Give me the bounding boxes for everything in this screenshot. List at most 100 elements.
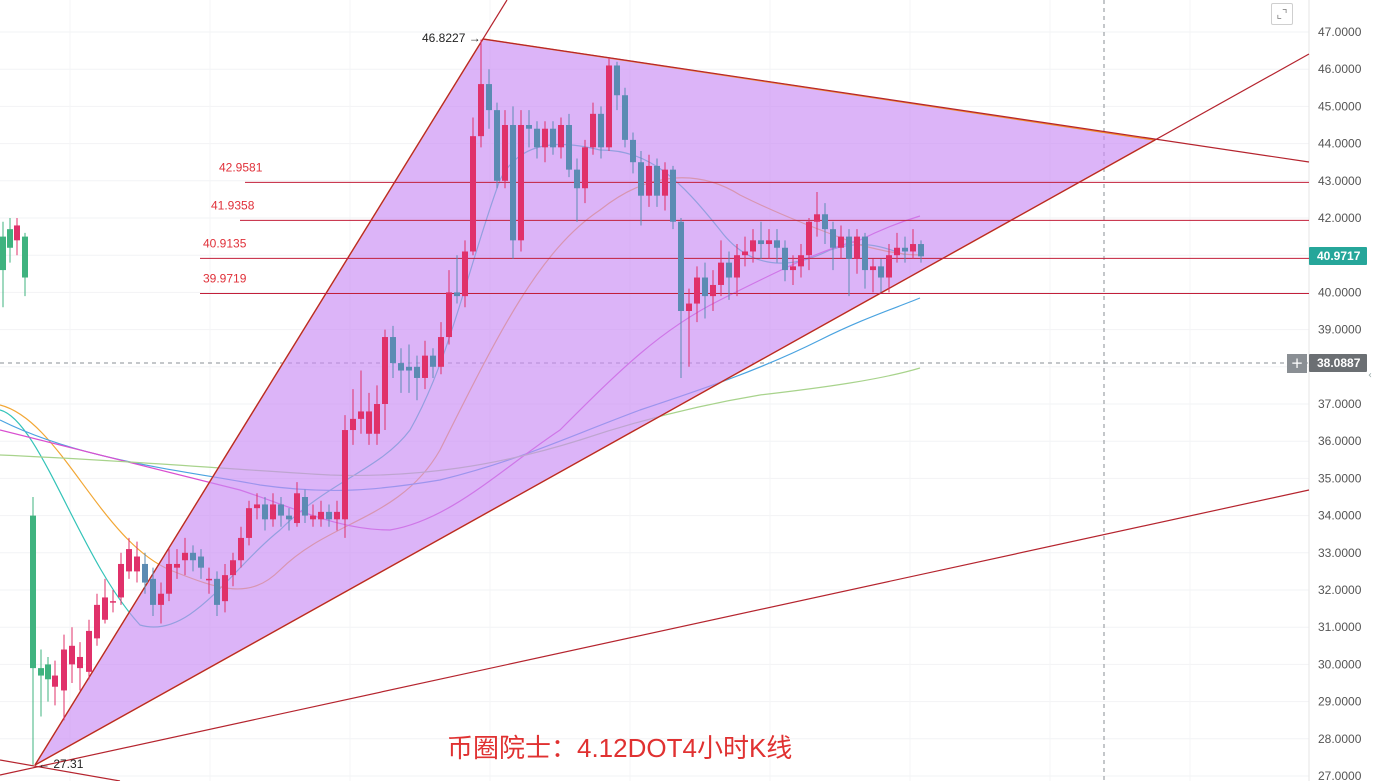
candlestick — [77, 642, 83, 691]
candle-body — [61, 649, 67, 691]
candlestick — [918, 240, 924, 263]
current-price-badge-bg — [1309, 247, 1367, 265]
candlestick — [206, 567, 212, 594]
candle-body — [14, 225, 20, 241]
candlestick — [702, 262, 708, 319]
drawing-tools[interactable] — [0, 0, 1310, 781]
candle-body — [406, 366, 412, 371]
candlestick — [86, 619, 92, 680]
candle-body — [854, 236, 860, 259]
level-label: 41.9358 — [211, 198, 255, 212]
candle-body — [22, 236, 28, 278]
candlestick — [462, 240, 468, 308]
candlestick — [542, 121, 548, 163]
candle-body — [438, 337, 444, 367]
candlestick — [838, 225, 844, 259]
candlestick — [910, 229, 916, 259]
candle-body — [710, 284, 716, 297]
chevron-left-icon[interactable]: ‹ — [1368, 370, 1372, 381]
candlestick — [102, 578, 108, 624]
trend-line — [34, 0, 508, 766]
candlestick — [526, 110, 532, 148]
candlestick — [118, 552, 124, 605]
candlestick — [806, 218, 812, 271]
candle-body — [262, 504, 268, 520]
candlestick — [534, 121, 540, 159]
candle-body — [318, 511, 324, 520]
current-price-badge-text: 40.9717 — [1317, 249, 1361, 263]
candle-body — [334, 511, 340, 520]
price-tick-label: 29.0000 — [1318, 695, 1362, 709]
candle-body — [830, 229, 836, 248]
candle-body — [582, 147, 588, 189]
candlestick — [742, 236, 748, 267]
candle-body — [454, 292, 460, 297]
candle-body — [526, 125, 532, 129]
candlestick — [262, 497, 268, 531]
candlestick — [710, 270, 716, 311]
candle-body — [734, 255, 740, 278]
crosshair-price-badge: 38.0887 — [1309, 354, 1367, 372]
candlestick — [670, 165, 676, 230]
candlestick — [790, 255, 796, 285]
candlestick — [694, 266, 700, 323]
candle-body — [654, 165, 660, 196]
candlestick — [862, 232, 868, 289]
price-tick-label: 35.0000 — [1318, 471, 1362, 485]
candle-body — [622, 95, 628, 140]
candlestick — [502, 110, 508, 189]
annotation-labels: 42.9581 41.9358 40.9135 39.9719 46.8227 → ← 2… — [38, 31, 481, 771]
candlestick — [630, 132, 636, 174]
price-tick-label: 39.0000 — [1318, 323, 1362, 337]
price-tick-label: 40.0000 — [1318, 285, 1362, 299]
candle-body — [566, 125, 572, 170]
candle-body — [862, 236, 868, 271]
candle-body — [510, 125, 516, 241]
crosshair-price-badge-bg — [1309, 354, 1367, 372]
candle-body — [470, 136, 476, 252]
candle-body — [502, 125, 508, 181]
candlestick — [758, 221, 764, 259]
candle-body — [910, 244, 916, 252]
candle-body — [494, 110, 500, 181]
candlestick — [606, 58, 612, 152]
candle-body — [790, 266, 796, 271]
candle-body — [550, 128, 556, 148]
candlestick — [350, 389, 356, 445]
candle-body — [142, 563, 148, 583]
price-tick-label: 31.0000 — [1318, 620, 1362, 634]
candlestick — [366, 392, 372, 445]
price-tick-label: 44.0000 — [1318, 137, 1362, 151]
candle-body — [758, 240, 764, 245]
candle-body — [518, 125, 524, 241]
price-tick-label: 46.0000 — [1318, 62, 1362, 76]
price-tick-label: 47.0000 — [1318, 25, 1362, 39]
candle-body — [590, 113, 596, 148]
candlestick — [614, 61, 620, 111]
candle-body — [182, 552, 188, 561]
candlestick — [766, 229, 772, 259]
price-tick-label: 30.0000 — [1318, 657, 1362, 671]
candlestick — [878, 258, 884, 293]
candle-body — [766, 240, 772, 245]
candlestick — [406, 344, 412, 393]
candle-body — [678, 221, 684, 311]
candle-body — [158, 593, 164, 605]
candle-body — [358, 411, 364, 419]
candlestick — [198, 549, 204, 579]
candlestick — [654, 158, 660, 207]
candle-body — [718, 262, 724, 285]
candlestick — [566, 113, 572, 178]
candlestick — [390, 325, 396, 378]
candle-body — [614, 65, 620, 96]
trend-line — [34, 53, 1310, 766]
candlestick — [302, 489, 308, 524]
candlestick — [622, 87, 628, 148]
add-icon[interactable]: + — [1287, 354, 1307, 373]
candle-body — [798, 255, 804, 267]
fullscreen-icon[interactable]: ⌞⌝ — [1271, 3, 1293, 25]
candle-body — [238, 537, 244, 561]
candle-body — [534, 128, 540, 148]
candlestick — [430, 348, 436, 378]
